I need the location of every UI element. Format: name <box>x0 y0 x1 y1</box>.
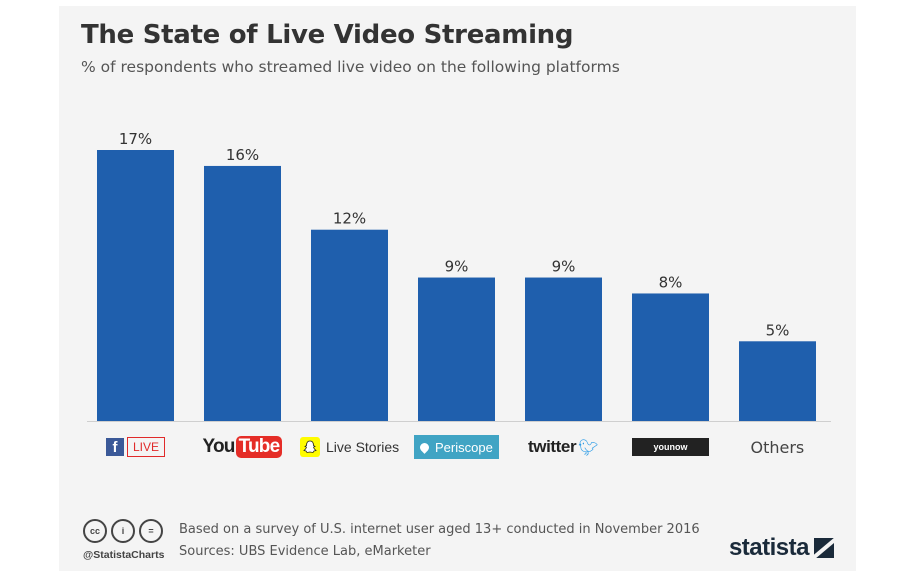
periscope-badge: Periscope <box>414 435 499 459</box>
social-handle: @StatistaCharts <box>83 549 165 561</box>
bar-value-label-5: 8% <box>659 273 683 291</box>
ghost-icon <box>300 437 320 457</box>
youtube-badge: Tube <box>235 436 283 458</box>
no-derivatives-icon: = <box>139 519 163 543</box>
bar-0 <box>97 150 174 421</box>
youtube-word: You <box>202 436 236 457</box>
bar-value-label-3: 9% <box>445 258 469 276</box>
younow-badge: younow <box>632 438 709 456</box>
sources-line: Sources: UBS Evidence Lab, eMarketer <box>179 544 431 559</box>
bar-value-label-2: 12% <box>333 210 366 228</box>
snapchat-label: Live Stories <box>326 439 400 455</box>
attribution-icon: i <box>111 519 135 543</box>
bar-value-label-4: 9% <box>552 258 576 276</box>
bar-3 <box>418 277 495 421</box>
facebook-live-logo: f LIVE <box>106 433 166 461</box>
bar-value-label-1: 16% <box>226 146 259 164</box>
bar-value-label-0: 17% <box>119 130 152 148</box>
bar-5 <box>632 293 709 421</box>
bar-1 <box>204 165 281 421</box>
license-icons: cc i = <box>83 519 167 543</box>
live-badge: LIVE <box>127 437 166 457</box>
periscope-pin-icon <box>418 440 431 454</box>
periscope-label: Periscope <box>435 439 493 455</box>
bar-chart: 17% 16% 12% 9% 9% 8% 5% <box>87 130 831 422</box>
survey-note: Based on a survey of U.S. internet user … <box>179 522 700 537</box>
statista-mark-icon <box>814 538 834 558</box>
chart-subtitle: % of respondents who streamed live video… <box>81 58 620 76</box>
snapchat-live-stories-logo: Live Stories <box>300 433 399 461</box>
bar-value-label-6: 5% <box>766 321 790 339</box>
brand-name: statista <box>728 534 810 561</box>
statista-logo: statista <box>729 534 834 562</box>
youtube-logo: You Tube <box>203 433 283 461</box>
chart-card: The State of Live Video Streaming % of r… <box>59 6 856 571</box>
facebook-icon: f <box>106 438 124 456</box>
others-text: Others <box>750 437 805 457</box>
periscope-logo: Periscope <box>414 433 499 461</box>
bar-2 <box>311 229 388 421</box>
younow-logo: younow <box>632 433 709 461</box>
twitter-bird-icon: 🐦︎ <box>578 437 599 457</box>
bar-4 <box>525 277 602 421</box>
twitter-word: twitter <box>528 437 577 456</box>
others-label: Others <box>751 433 805 461</box>
creative-commons-icon: cc <box>83 519 107 543</box>
bars-group: 17% 16% 12% 9% 9% 8% 5% <box>97 130 816 421</box>
chart-title: The State of Live Video Streaming <box>81 20 574 50</box>
twitter-logo: twitter 🐦︎ <box>528 433 599 461</box>
bar-6 <box>739 341 816 421</box>
